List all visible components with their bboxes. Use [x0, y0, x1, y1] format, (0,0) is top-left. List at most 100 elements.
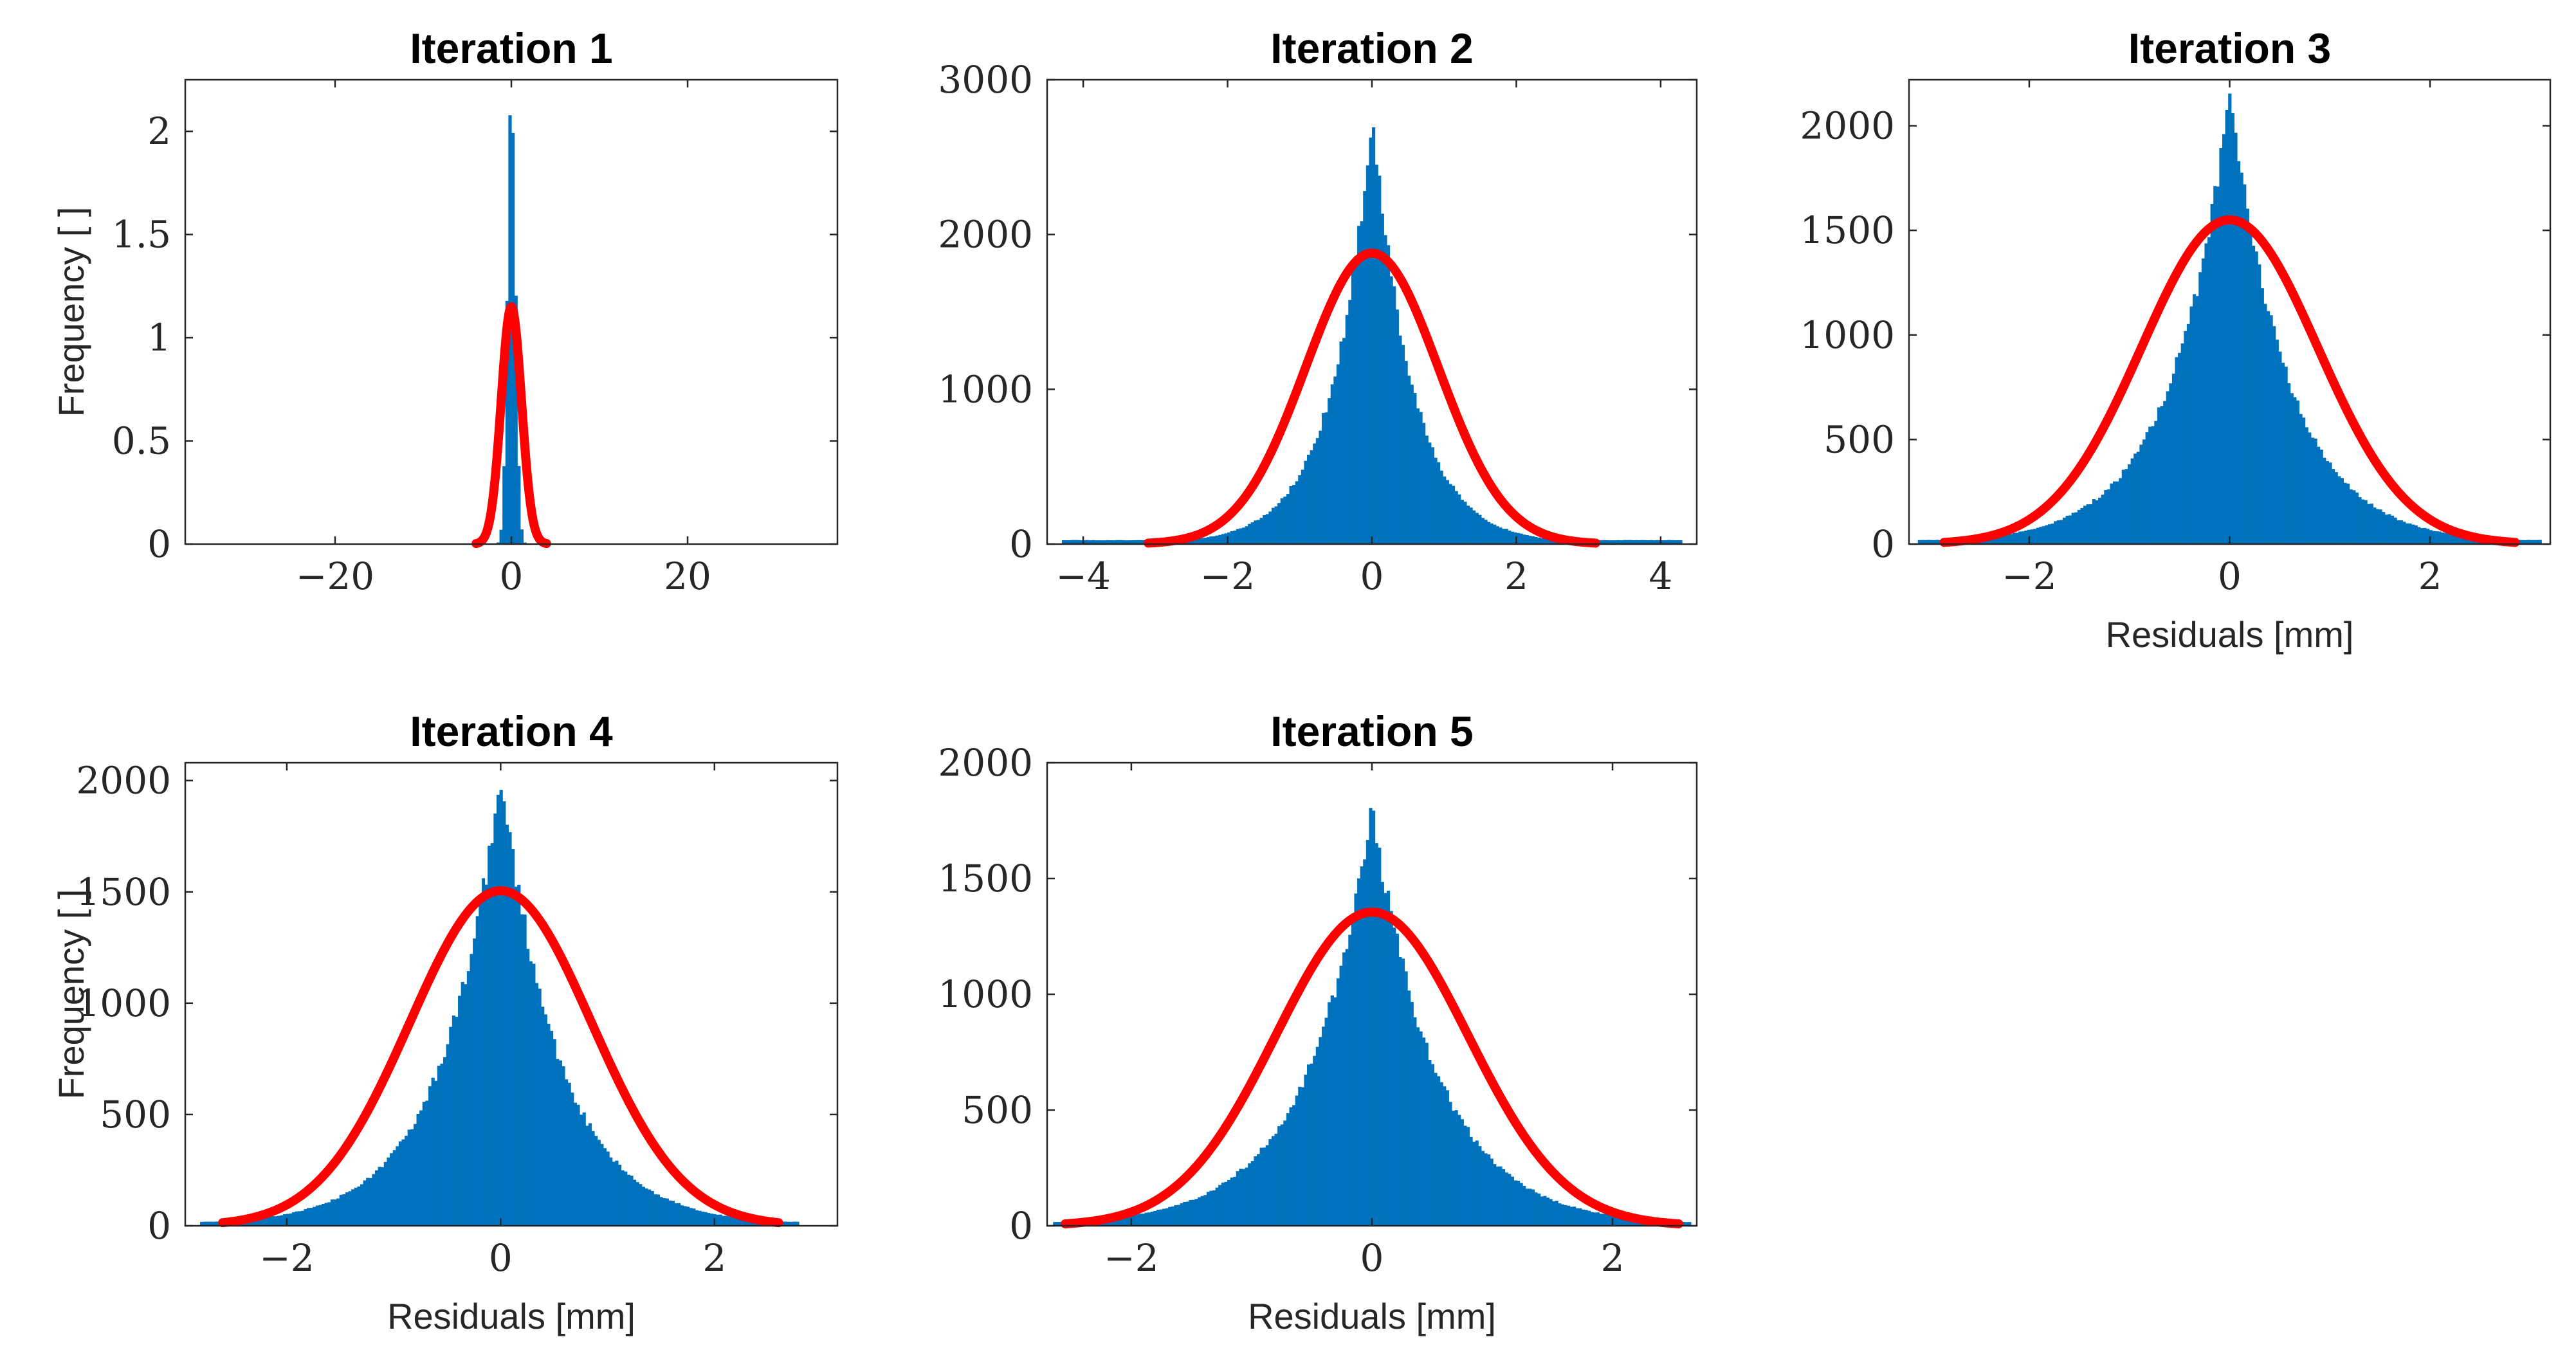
histogram-bar	[1159, 1209, 1163, 1226]
histogram-bar	[1549, 1199, 1553, 1226]
histogram-bar	[2384, 515, 2388, 544]
histogram-bar	[2228, 93, 2232, 545]
histogram-bar	[2184, 331, 2188, 544]
histogram-bar	[398, 1141, 403, 1226]
histogram-bar	[2098, 497, 2102, 544]
histogram-bar	[2405, 523, 2409, 544]
histogram-bar	[1283, 496, 1287, 544]
histogram-bar	[1189, 1199, 1192, 1226]
histogram-bar	[1602, 1214, 1606, 1226]
histogram-bar	[1120, 540, 1124, 544]
histogram-bar	[2462, 536, 2465, 544]
histogram-bar	[1336, 978, 1340, 1226]
histogram-bar	[1256, 520, 1261, 544]
histogram-bar	[1198, 538, 1201, 544]
histogram-bar	[2290, 393, 2294, 544]
histogram-bar	[425, 1100, 429, 1226]
histogram-bar	[1354, 893, 1358, 1226]
histogram-bar	[488, 846, 491, 1226]
histogram-bar	[2160, 406, 2164, 544]
histogram-bar	[1165, 1208, 1169, 1226]
histogram-bar	[2148, 426, 2152, 544]
y-tick-label: 0	[147, 522, 171, 566]
histogram-bar	[2420, 528, 2424, 544]
histogram-bars	[1053, 808, 1692, 1226]
histogram-bar	[1380, 882, 1384, 1226]
histogram-bar	[464, 984, 468, 1226]
histogram-bar	[2337, 476, 2341, 544]
x-axis-label: Residuals [mm]	[1248, 1296, 1496, 1336]
histogram-bar	[1268, 511, 1272, 544]
histogram-panel-3: −2 0 2 0 500 1000 1500 2000 Iteration 3 Residuals…	[1800, 24, 2552, 655]
histogram-bar	[2272, 326, 2276, 544]
histogram-bar	[1670, 540, 1674, 544]
histogram-bar	[440, 1063, 444, 1226]
histogram-bar	[466, 971, 471, 1226]
histogram-bar	[1135, 1214, 1139, 1226]
histogram-bar	[1218, 1185, 1222, 1226]
histogram-bar	[1460, 1119, 1464, 1226]
histogram-bar	[1221, 534, 1225, 544]
histogram-bar	[1315, 1046, 1319, 1226]
histogram-bar	[695, 1210, 699, 1226]
histogram-bar	[514, 295, 518, 544]
histogram-bar	[458, 996, 462, 1226]
histogram-bar	[2234, 132, 2238, 544]
histogram-bar	[630, 1176, 634, 1226]
histogram-bar	[1682, 1222, 1686, 1226]
x-tick-label: −2	[2002, 554, 2057, 598]
histogram-bar	[1369, 137, 1373, 544]
histogram-bar	[1416, 1027, 1420, 1226]
histogram-bar	[2104, 490, 2108, 544]
histogram-bar	[1457, 494, 1461, 544]
histogram-bar	[1242, 527, 1246, 544]
histogram-bar	[541, 1006, 545, 1226]
histogram-bar	[2402, 522, 2406, 544]
histogram-bar	[2296, 400, 2300, 544]
histogram-bar	[1153, 1210, 1157, 1226]
histogram-bar	[1502, 1169, 1506, 1226]
histogram-bar	[1578, 1208, 1582, 1226]
histogram-bar	[1250, 1161, 1254, 1226]
histogram-bar	[1428, 1059, 1432, 1226]
histogram-bar	[2361, 499, 2365, 544]
histogram-bar	[1584, 1210, 1588, 1226]
histogram-bar	[2317, 446, 2321, 544]
histogram-bar	[2434, 531, 2439, 544]
histogram-bar	[2260, 288, 2264, 544]
histogram-bar	[1478, 1146, 1482, 1226]
histogram-bar	[1100, 540, 1104, 544]
histogram-bar	[1324, 1017, 1328, 1226]
histogram-bar	[1277, 503, 1281, 544]
histogram-bar	[1259, 1147, 1263, 1226]
histogram-bar	[677, 1203, 681, 1226]
histogram-bar	[1546, 1198, 1550, 1226]
histogram-bar	[1460, 500, 1464, 544]
y-tick-label: 1000	[1800, 313, 1895, 357]
histogram-bar	[1274, 1133, 1278, 1226]
y-tick-label: 1.5	[112, 213, 171, 257]
histogram-bar	[1404, 361, 1408, 544]
histogram-bar	[473, 938, 477, 1226]
y-axis-label: Frequency [ ]	[51, 207, 91, 417]
histogram-bar	[1248, 1163, 1252, 1226]
axes-frame	[184, 761, 839, 1227]
histogram-bar	[1212, 536, 1216, 544]
histogram-bar	[1295, 481, 1299, 544]
histogram-bar	[1106, 540, 1110, 544]
histogram-bar	[1608, 1214, 1612, 1226]
histogram-bar	[632, 1179, 637, 1226]
histogram-bar	[1103, 540, 1107, 544]
histogram-bar	[1194, 1199, 1198, 1226]
histogram-bar	[215, 1221, 219, 1226]
histogram-bar	[342, 1194, 346, 1226]
histogram-bar	[2397, 520, 2400, 544]
histogram-bar	[2258, 264, 2261, 544]
x-tick-label: −2	[1104, 1236, 1159, 1280]
histogram-bar	[790, 1221, 794, 1226]
histogram-bar	[274, 1216, 278, 1226]
histogram-bar	[208, 1221, 213, 1226]
histogram-bar	[1138, 540, 1142, 544]
histogram-bar	[1147, 1212, 1151, 1226]
histogram-bar	[2032, 529, 2037, 544]
